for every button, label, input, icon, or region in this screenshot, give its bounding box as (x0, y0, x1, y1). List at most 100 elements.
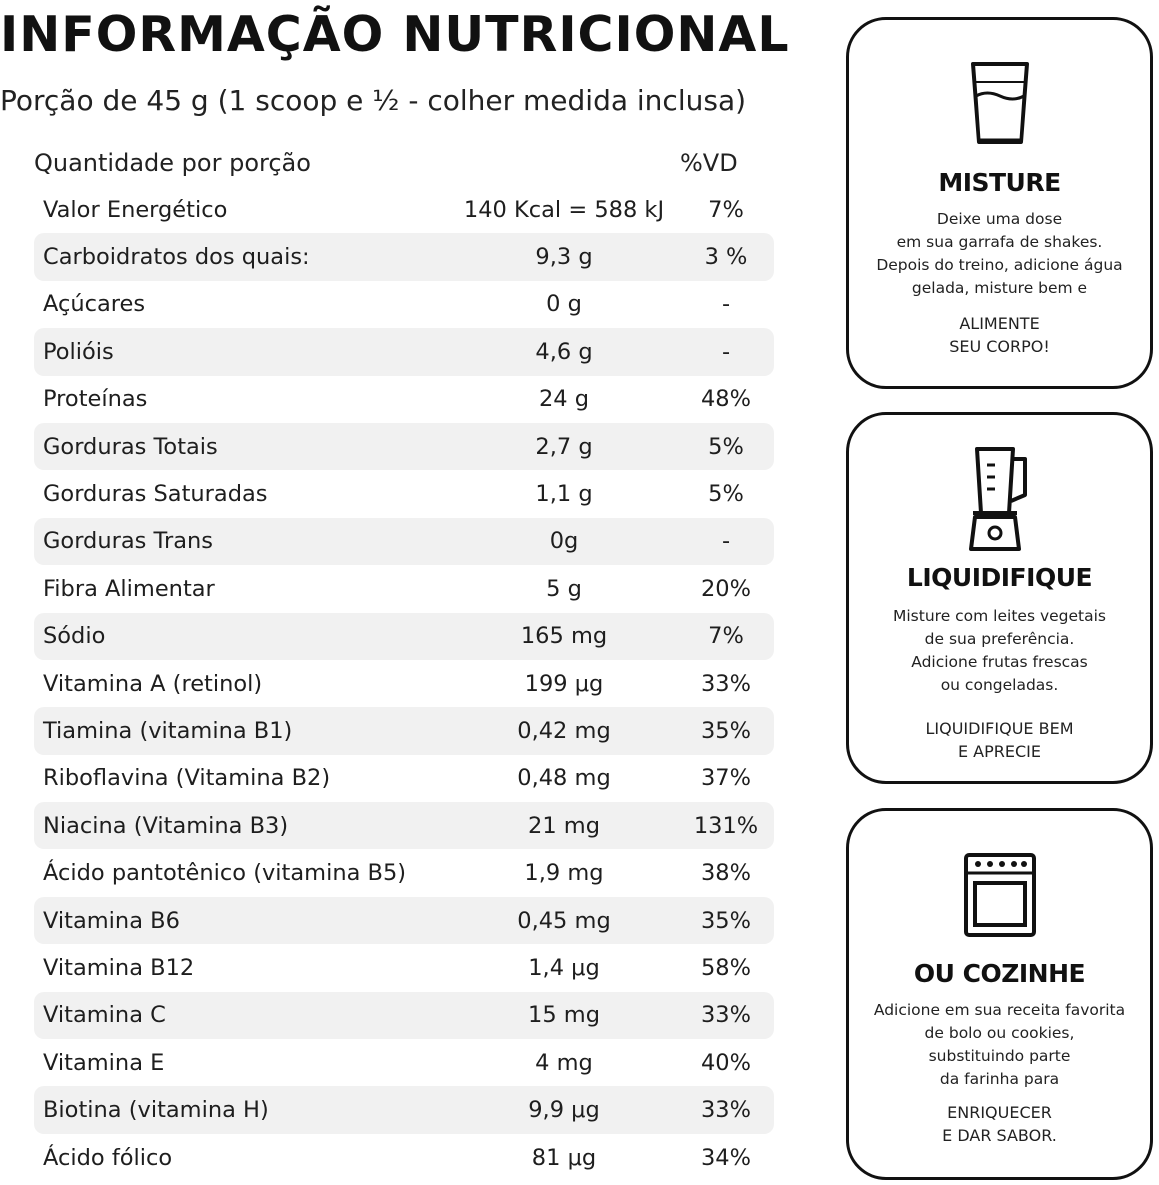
nutrient-amount: 0,42 mg (517, 717, 611, 744)
card-call-to-action: ALIMENTE SEU CORPO! (949, 314, 1050, 356)
nutrient-daily-value: 35% (700, 907, 752, 934)
table-row: Proteínas 24 g 48% (34, 376, 774, 423)
nutrient-daily-value: - (721, 338, 731, 365)
nutrient-daily-value: 131% (693, 812, 759, 839)
card-ou-cozinhe: OU COZINHE Adicione em sua receita favor… (846, 808, 1153, 1180)
table-row: Tiamina (vitamina B1) 0,42 mg 35% (34, 707, 774, 755)
column-header-vd: %VD (680, 149, 738, 177)
nutrient-amount: 9,3 g (535, 244, 593, 271)
nutrient-daily-value: 5% (708, 481, 744, 508)
nutrient-name: Gorduras Trans (43, 528, 213, 555)
nutrient-daily-value: 7% (708, 623, 744, 650)
nutrient-daily-value: 33% (700, 1097, 752, 1124)
nutrient-amount: 0,45 mg (517, 907, 611, 934)
table-row: Gorduras Saturadas 1,1 g 5% (34, 470, 774, 517)
nutrient-daily-value: 33% (700, 1002, 752, 1029)
nutrient-name: Ácido pantotênico (vitamina B5) (43, 860, 407, 887)
card-liquidifique: LIQUIDIFIQUE Misture com leites vegetais… (846, 412, 1153, 784)
nutrient-amount: 0,48 mg (517, 765, 611, 792)
table-row: Ácido pantotênico (vitamina B5) 1,9 mg 38% (34, 849, 774, 896)
table-row: Carboidratos dos quais: 9,3 g 3 % (34, 233, 774, 281)
blender-icon (965, 445, 1035, 559)
nutrient-name: Gorduras Totais (43, 433, 218, 460)
nutrient-amount: 1,9 mg (524, 860, 604, 887)
card-description: Misture com leites vegetais de sua prefe… (893, 607, 1106, 694)
nutrient-amount: 165 mg (520, 623, 608, 650)
nutrient-amount: 21 mg (528, 812, 600, 839)
nutrient-amount: 9,9 μg (528, 1097, 600, 1124)
table-row: Gorduras Totais 2,7 g 5% (34, 422, 774, 471)
nutrient-amount: 1,1 g (535, 481, 593, 508)
page-title: INFORMAÇÃO NUTRICIONAL (0, 6, 790, 63)
nutrient-daily-value: 20% (700, 575, 752, 602)
portion-size: Porção de 45 g (1 scoop e ½ - colher med… (0, 84, 747, 117)
table-row: Sódio 165 mg 7% (34, 612, 774, 660)
nutrient-daily-value: 33% (700, 670, 752, 697)
table-row: Vitamina B12 1,4 μg 58% (34, 944, 774, 991)
nutrient-amount: 24 g (538, 386, 590, 413)
nutrient-daily-value: 34% (700, 1144, 752, 1171)
card-description: Deixe uma dose em sua garrafa de shakes.… (876, 210, 1123, 297)
table-row: Vitamina E 4 mg 40% (34, 1039, 774, 1086)
nutrient-daily-value: 5% (708, 433, 744, 460)
nutrient-name: Vitamina C (43, 1002, 166, 1029)
nutrient-amount: 140 Kcal = 588 kJ (463, 196, 665, 223)
nutrient-name: Fibra Alimentar (43, 575, 215, 602)
nutrient-amount: 4 mg (535, 1049, 593, 1076)
nutrient-daily-value: 3 % (704, 244, 748, 271)
table-row: Açúcares 0 g - (34, 281, 774, 328)
table-row: Biotina (vitamina H) 9,9 μg 33% (34, 1086, 774, 1134)
nutrient-daily-value: 40% (700, 1049, 752, 1076)
table-row: Riboflavina (Vitamina B2) 0,48 mg 37% (34, 755, 774, 802)
nutrient-name: Vitamina E (43, 1049, 165, 1076)
nutrient-amount: 81 μg (531, 1144, 597, 1171)
card-title: MISTURE (938, 168, 1061, 197)
nutrient-daily-value: 7% (708, 196, 744, 223)
table-row: Fibra Alimentar 5 g 20% (34, 565, 774, 612)
nutrient-amount: 1,4 μg (528, 954, 600, 981)
nutrient-name: Polióis (43, 338, 114, 365)
table-row: Ácido fólico 81 μg 34% (34, 1134, 774, 1181)
nutrient-daily-value: 35% (700, 717, 752, 744)
table-row: Valor Energético 140 Kcal = 588 kJ 7% (34, 186, 774, 233)
card-title: OU COZINHE (913, 959, 1086, 988)
nutrient-name: Vitamina B12 (43, 954, 195, 981)
nutrient-daily-value: 48% (700, 386, 752, 413)
nutrient-daily-value: 37% (700, 765, 752, 792)
nutrient-name: Sódio (43, 623, 106, 650)
nutrient-daily-value: - (721, 291, 731, 318)
nutrient-name: Riboflavina (Vitamina B2) (43, 765, 331, 792)
nutrient-name: Biotina (vitamina H) (43, 1097, 269, 1124)
card-description: Adicione em sua receita favorita de bolo… (873, 1001, 1126, 1088)
nutrient-name: Valor Energético (43, 196, 228, 223)
glass-icon (967, 60, 1033, 150)
nutrient-name: Niacina (Vitamina B3) (43, 812, 289, 839)
card-call-to-action: ENRIQUECER E DAR SABOR. (942, 1103, 1057, 1145)
nutrient-amount: 2,7 g (535, 433, 593, 460)
nutrient-amount: 15 mg (528, 1002, 600, 1029)
nutrient-name: Proteínas (43, 386, 148, 413)
table-row: Vitamina C 15 mg 33% (34, 991, 774, 1040)
oven-icon (962, 851, 1038, 943)
nutrient-name: Vitamina B6 (43, 907, 180, 934)
nutrient-daily-value: - (721, 528, 731, 555)
nutrient-amount: 0g (549, 528, 579, 555)
nutrient-name: Tiamina (vitamina B1) (43, 717, 293, 744)
nutrient-name: Ácido fólico (43, 1144, 173, 1171)
nutrient-name: Gorduras Saturadas (43, 481, 268, 508)
nutrient-daily-value: 58% (700, 954, 752, 981)
card-misture: MISTURE Deixe uma dose em sua garrafa de… (846, 17, 1153, 389)
card-title: LIQUIDIFIQUE (906, 563, 1093, 592)
table-row: Vitamina A (retinol) 199 μg 33% (34, 660, 774, 707)
nutrient-name: Açúcares (43, 291, 146, 318)
nutrient-name: Carboidratos dos quais: (43, 244, 310, 271)
table-row: Polióis 4,6 g - (34, 328, 774, 376)
nutrient-amount: 4,6 g (535, 338, 593, 365)
table-row: Niacina (Vitamina B3) 21 mg 131% (34, 802, 774, 850)
nutrient-amount: 0 g (546, 291, 582, 318)
nutrient-amount: 199 μg (524, 670, 604, 697)
card-call-to-action: LIQUIDIFIQUE BEM E APRECIE (925, 719, 1074, 761)
nutrient-amount: 5 g (546, 575, 582, 602)
nutrition-table: Valor Energético 140 Kcal = 588 kJ 7% Carbo… (34, 186, 774, 1181)
column-header-quantity: Quantidade por porção (34, 149, 311, 177)
